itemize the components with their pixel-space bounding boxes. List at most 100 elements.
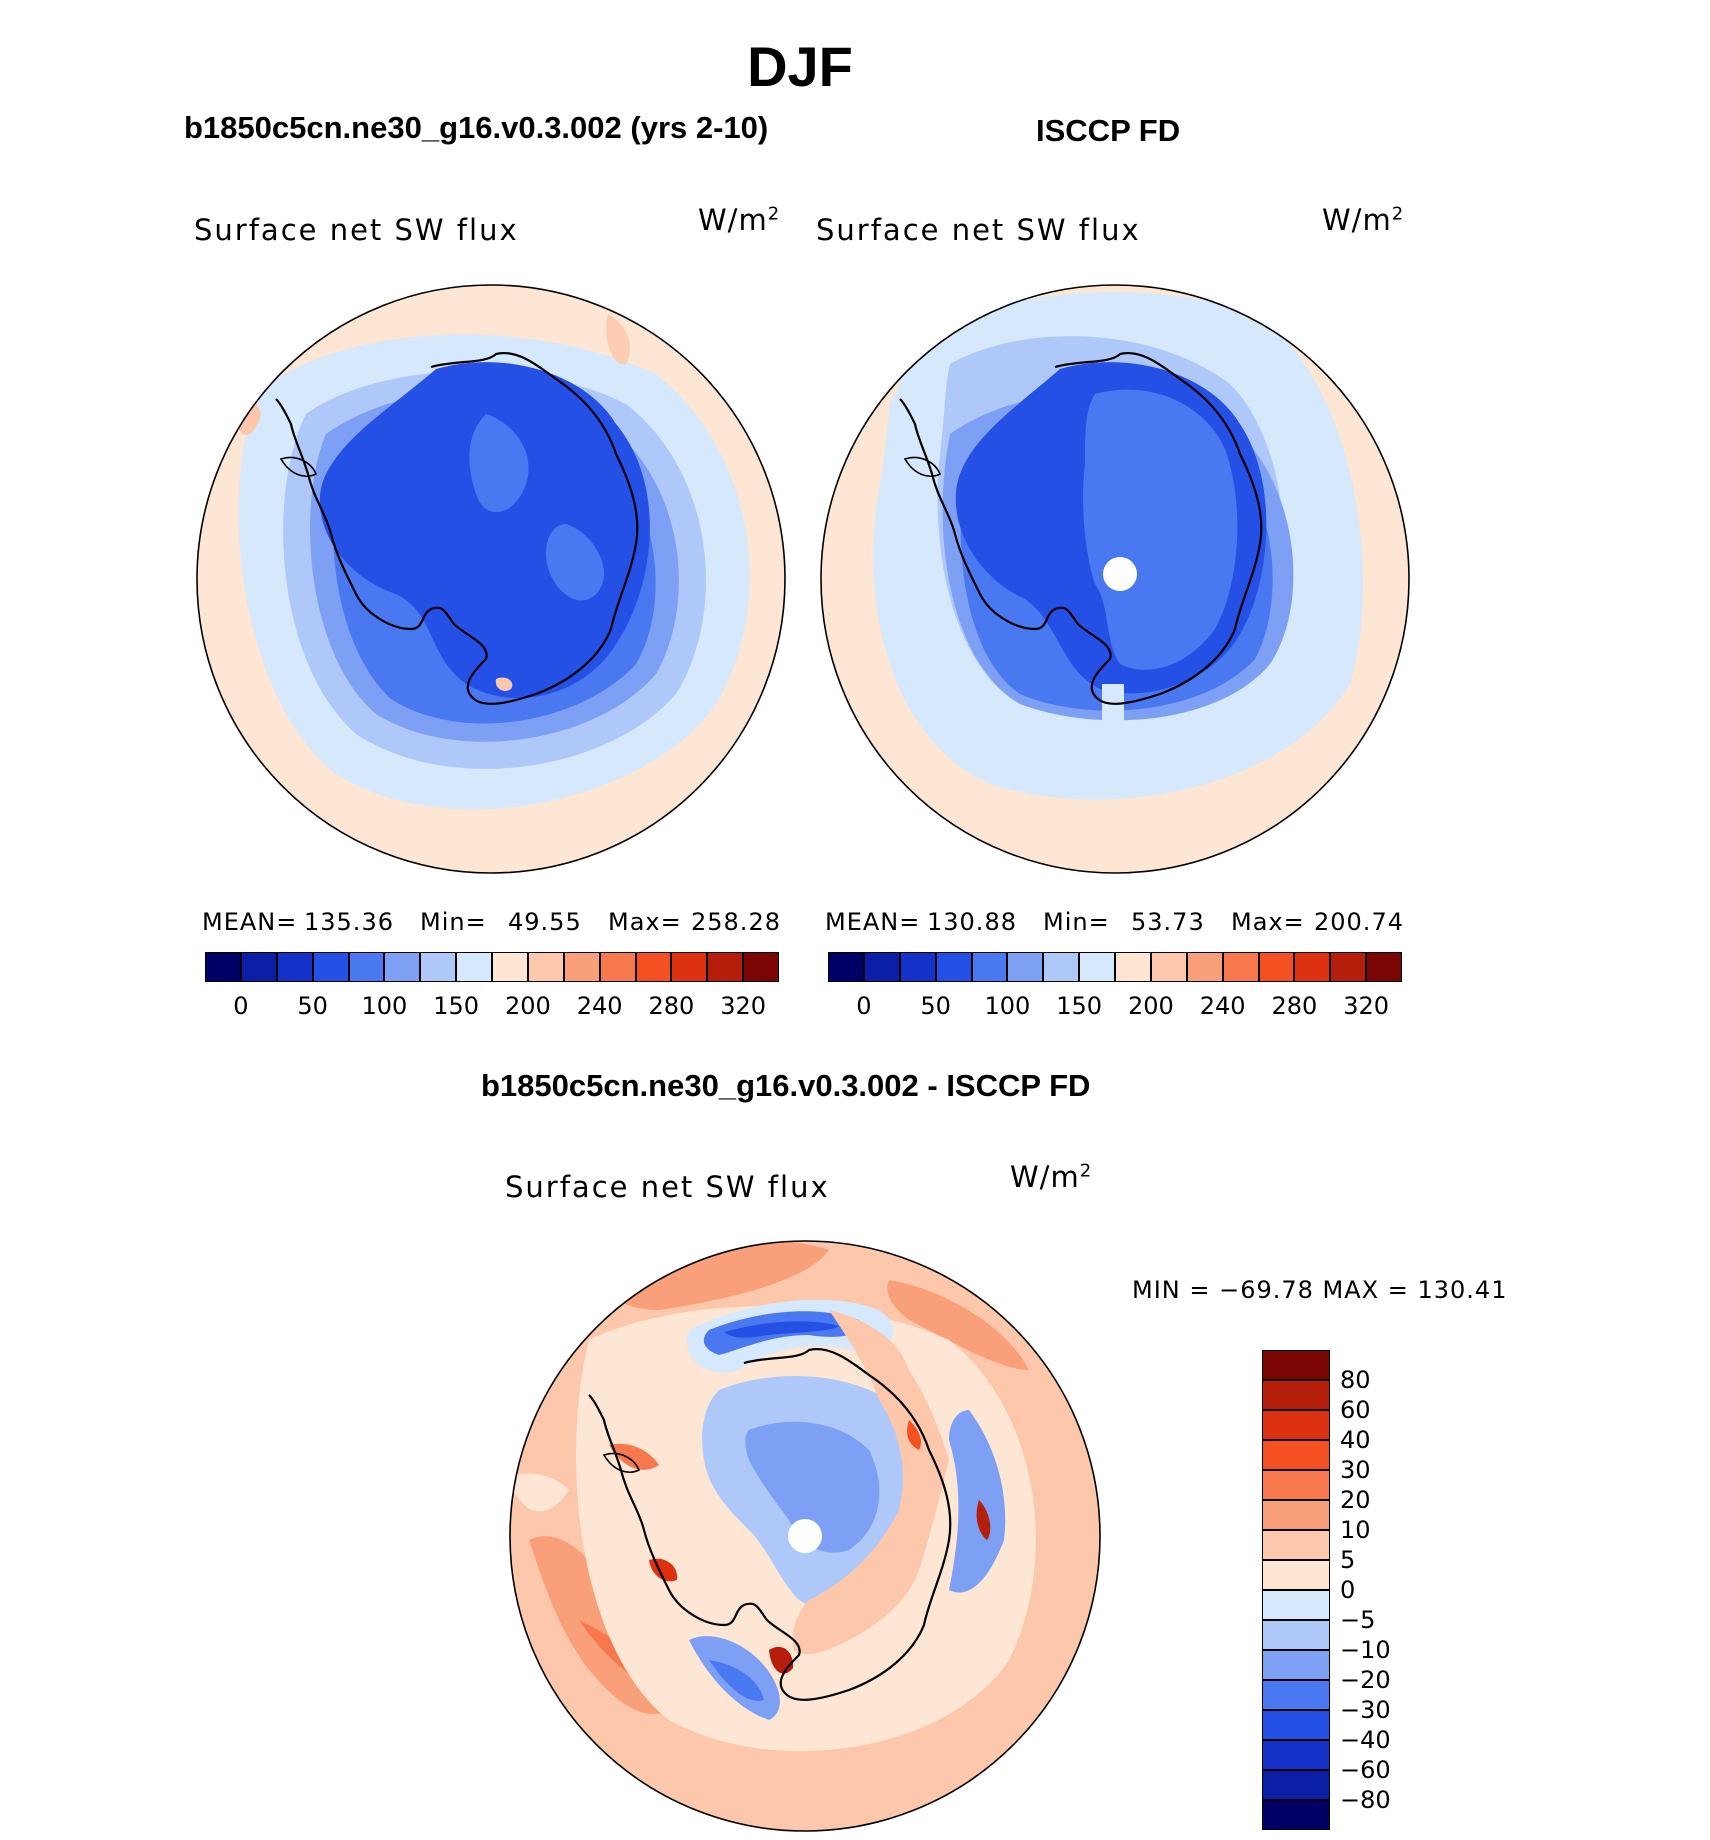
obs-colorbar-tick: 280: [1271, 992, 1318, 1020]
obs-min-label: Min=: [1043, 908, 1110, 936]
model-colorbar-swatch: [276, 952, 313, 982]
obs-colorbar-tick: 100: [984, 992, 1031, 1020]
obs-colorbar-ticks: 0 50 100 150 200 240 280 320: [828, 992, 1402, 1022]
diff-colorbar-swatch: [1262, 1530, 1330, 1560]
obs-colorbar-tick: 240: [1199, 992, 1246, 1020]
diff-colorbar-tick: 40: [1340, 1426, 1371, 1454]
obs-colorbar-swatch: [899, 952, 936, 982]
model-colorbar-swatch: [635, 952, 672, 982]
model-colorbar-swatch: [743, 952, 779, 982]
obs-colorbar-swatch: [1186, 952, 1223, 982]
model-colorbar-swatch: [492, 952, 528, 982]
obs-max-label: Max=: [1231, 908, 1305, 936]
model-mean-label: MEAN=: [202, 908, 298, 936]
diff-colorbar-tick: −60: [1340, 1756, 1391, 1784]
obs-colorbar-tick: 150: [1056, 992, 1103, 1020]
diff-colorbar-swatch: [1262, 1650, 1330, 1680]
model-polar-map: [196, 284, 786, 874]
diff-colorbar-swatch: [1262, 1620, 1330, 1650]
obs-colorbar-swatch: [1258, 952, 1295, 982]
diff-colorbar-tick: 20: [1340, 1486, 1371, 1514]
obs-colorbar-tick: 200: [1127, 992, 1174, 1020]
diff-colorbar-swatch: [1262, 1770, 1330, 1800]
model-colorbar-tick: 150: [433, 992, 480, 1020]
model-colorbar-tick: 320: [720, 992, 767, 1020]
model-colorbar-tick: 100: [361, 992, 408, 1020]
model-max-label: Max=: [608, 908, 682, 936]
model-colorbar-tick: 240: [576, 992, 623, 1020]
obs-colorbar-swatch: [1294, 952, 1331, 982]
obs-units: W/m2: [1322, 203, 1405, 237]
diff-polar-map: [509, 1240, 1101, 1832]
obs-colorbar-swatch: [971, 952, 1008, 982]
diff-panel-title: b1850c5cn.ne30_g16.v0.3.002 - ISCCP FD: [481, 1068, 1091, 1103]
diff-colorbar-swatch: [1262, 1590, 1330, 1620]
diff-colorbar-swatch: [1262, 1800, 1330, 1830]
model-colorbar-swatch: [348, 952, 385, 982]
model-colorbar-swatch: [240, 952, 277, 982]
diff-colorbar-tick: 0: [1340, 1576, 1356, 1604]
diff-colorbar-tick: 80: [1340, 1366, 1371, 1394]
obs-colorbar-swatch: [1043, 952, 1080, 982]
model-colorbar-tick: 280: [648, 992, 695, 1020]
diff-colorbar-tick: −40: [1340, 1726, 1391, 1754]
diff-colorbar-swatch: [1262, 1350, 1330, 1380]
obs-colorbar-swatch: [828, 952, 864, 982]
obs-colorbar-swatch: [1222, 952, 1259, 982]
diff-units: W/m2: [1010, 1160, 1093, 1194]
obs-stats: MEAN= 130.88 Min= 53.73 Max= 200.74: [825, 908, 1409, 938]
model-panel-title: b1850c5cn.ne30_g16.v0.3.002 (yrs 2-10): [184, 110, 769, 145]
obs-mean-label: MEAN=: [825, 908, 921, 936]
diff-range-text: MIN = −69.78 MAX = 130.41: [1132, 1276, 1508, 1304]
obs-colorbar-swatch: [1330, 952, 1367, 982]
obs-panel-title: ISCCP FD: [1036, 113, 1181, 148]
model-colorbar-swatch: [205, 952, 241, 982]
model-colorbar-tick: 200: [504, 992, 551, 1020]
model-field-label: Surface net SW flux: [194, 213, 519, 247]
obs-colorbar-swatch: [1366, 952, 1402, 982]
model-stats: MEAN= 135.36 Min= 49.55 Max= 258.28: [202, 908, 786, 938]
diff-colorbar-tick: 60: [1340, 1396, 1371, 1424]
diff-colorbar-swatch: [1262, 1560, 1330, 1590]
diff-colorbar-swatch: [1262, 1500, 1330, 1530]
model-colorbar-swatch: [312, 952, 349, 982]
model-colorbar-ticks: 0 50 100 150 200 240 280 320: [205, 992, 779, 1022]
diff-colorbar-ticks: 80 60 40 30 20 10 5 0 −5 −10 −20 −30 −40 −60 −80: [1340, 1350, 1420, 1830]
model-colorbar-tick: 0: [233, 992, 249, 1020]
obs-mean-value: 130.88: [927, 908, 1017, 936]
diff-colorbar-tick: −10: [1340, 1636, 1391, 1664]
obs-colorbar-swatch: [1115, 952, 1151, 982]
obs-colorbar-tick: 50: [920, 992, 951, 1020]
obs-colorbar-tick: 320: [1343, 992, 1390, 1020]
diff-colorbar-tick: −80: [1340, 1786, 1391, 1814]
diff-colorbar-tick: −30: [1340, 1696, 1391, 1724]
diff-colorbar-tick: 5: [1340, 1546, 1356, 1574]
figure-title: DJF: [747, 35, 853, 98]
obs-polar-map: [820, 284, 1410, 874]
obs-colorbar-tick: 0: [856, 992, 872, 1020]
obs-colorbar-swatch: [1007, 952, 1044, 982]
diff-colorbar-swatch: [1262, 1740, 1330, 1770]
obs-colorbar: [828, 952, 1402, 982]
model-min-value: 49.55: [508, 908, 582, 936]
obs-colorbar-swatch: [935, 952, 972, 982]
diff-colorbar-swatch: [1262, 1380, 1330, 1410]
diff-colorbar-tick: 30: [1340, 1456, 1371, 1484]
model-colorbar-swatch: [671, 952, 708, 982]
model-colorbar-swatch: [420, 952, 457, 982]
diff-colorbar-tick: −5: [1340, 1606, 1376, 1634]
obs-min-value: 53.73: [1131, 908, 1205, 936]
diff-colorbar-tick: 10: [1340, 1516, 1371, 1544]
diff-colorbar-swatch: [1262, 1710, 1330, 1740]
diff-colorbar-tick: −20: [1340, 1666, 1391, 1694]
obs-colorbar-swatch: [1079, 952, 1115, 982]
model-colorbar-swatch: [384, 952, 421, 982]
diff-colorbar-swatch: [1262, 1410, 1330, 1440]
obs-field-label: Surface net SW flux: [816, 213, 1141, 247]
obs-max-value: 200.74: [1314, 908, 1404, 936]
diff-colorbar-swatch: [1262, 1680, 1330, 1710]
diff-field-label: Surface net SW flux: [505, 1170, 830, 1204]
model-units: W/m2: [698, 203, 781, 237]
model-colorbar-swatch: [563, 952, 600, 982]
model-min-label: Min=: [420, 908, 487, 936]
